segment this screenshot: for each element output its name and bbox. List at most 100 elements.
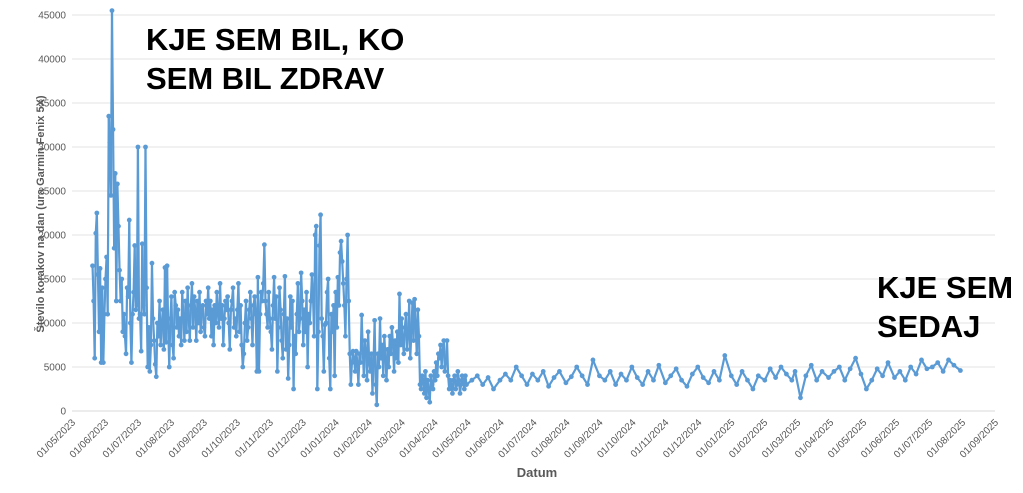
data-point: [375, 351, 381, 357]
data-point: [336, 303, 342, 308]
data-point: [106, 113, 112, 119]
data-point: [107, 140, 113, 146]
data-point: [397, 291, 402, 297]
data-point: [234, 307, 240, 313]
data-point: [179, 289, 185, 295]
data-point: [353, 348, 359, 354]
series-segment: [287, 343, 291, 380]
data-point: [126, 217, 132, 223]
data-point: [97, 266, 103, 271]
data-point: [202, 333, 208, 339]
data-point: [415, 307, 421, 313]
data-point: [274, 369, 280, 374]
series-segment: [107, 115, 111, 144]
data-point: [169, 294, 174, 299]
data-point: [689, 371, 695, 377]
data-point: [184, 329, 189, 335]
data-point: [897, 369, 903, 374]
data-point: [236, 281, 241, 286]
data-point: [836, 364, 842, 370]
data-point: [337, 250, 343, 256]
data-point: [695, 364, 701, 370]
data-point: [364, 377, 370, 383]
data-point: [343, 333, 348, 339]
data-point: [286, 342, 292, 348]
data-point: [416, 333, 422, 339]
series-segment: [267, 291, 271, 320]
series-segment: [586, 358, 595, 386]
series-segment: [153, 339, 157, 366]
data-point: [109, 8, 115, 14]
data-point: [908, 364, 914, 370]
data-point: [469, 377, 475, 383]
y-tick-label: 20000: [38, 231, 66, 242]
data-point: [281, 311, 287, 317]
data-point: [215, 311, 221, 317]
series-segment: [106, 115, 110, 316]
data-point: [863, 386, 869, 392]
series-segment: [278, 286, 282, 311]
data-point: [574, 364, 580, 370]
series-segment: [239, 304, 243, 347]
series-segment: [300, 271, 304, 303]
data-point: [226, 320, 232, 326]
data-point: [530, 371, 535, 377]
data-point: [166, 364, 172, 370]
data-point: [273, 294, 279, 299]
data-point: [491, 386, 496, 392]
data-point: [755, 373, 761, 379]
data-point: [211, 342, 216, 348]
data-point: [461, 386, 467, 392]
data-point: [396, 360, 401, 365]
data-point: [432, 377, 438, 383]
data-point: [308, 298, 314, 304]
data-point: [551, 375, 557, 380]
series-segment: [312, 233, 317, 338]
series-segment: [799, 374, 807, 399]
data-point: [119, 276, 125, 282]
data-point: [321, 369, 327, 374]
data-point: [371, 360, 376, 365]
data-point: [502, 371, 508, 377]
series-segment: [102, 313, 106, 364]
data-point: [300, 342, 306, 348]
series-segment: [373, 319, 377, 386]
data-point: [298, 270, 304, 276]
data-point: [260, 281, 266, 286]
data-point: [739, 369, 745, 374]
series-segment: [95, 211, 100, 276]
data-point: [524, 382, 530, 387]
data-point: [370, 391, 375, 396]
data-point: [924, 366, 930, 372]
data-point: [373, 382, 379, 387]
data-point: [287, 294, 293, 299]
data-point: [197, 289, 202, 295]
series-segment: [445, 339, 450, 377]
data-point: [456, 377, 462, 383]
data-point: [607, 369, 613, 374]
data-point: [831, 369, 837, 374]
data-point: [874, 366, 880, 372]
data-point: [307, 320, 313, 326]
data-point: [913, 371, 919, 377]
data-point: [463, 373, 468, 379]
series-segment: [159, 323, 163, 347]
data-point: [144, 285, 149, 291]
data-point: [380, 373, 386, 379]
y-tick-label: 25000: [38, 187, 66, 198]
data-point: [378, 355, 384, 361]
data-point: [372, 317, 378, 323]
data-point: [93, 230, 99, 236]
data-point: [935, 360, 941, 365]
data-point: [814, 377, 820, 383]
data-point: [291, 386, 296, 392]
data-point: [452, 373, 458, 379]
series-segment: [128, 218, 132, 325]
data-point: [310, 294, 316, 299]
data-point: [304, 289, 309, 295]
data-point: [819, 369, 825, 374]
series-segment: [242, 321, 247, 355]
data-point: [192, 307, 198, 313]
data-point: [142, 311, 147, 317]
data-point: [305, 364, 311, 370]
